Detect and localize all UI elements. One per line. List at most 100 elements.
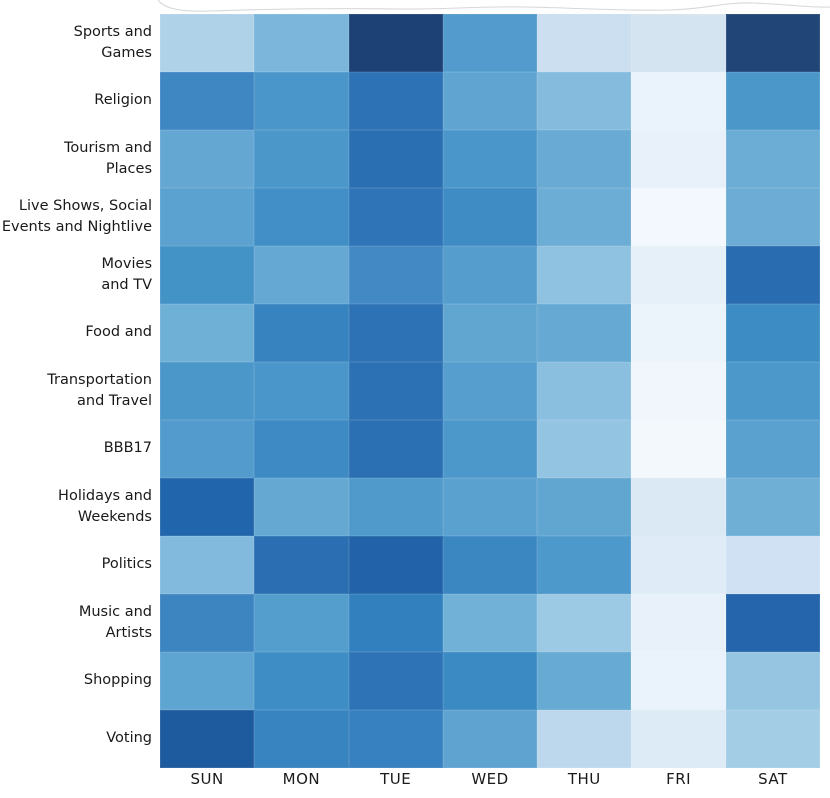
heatmap-grid	[160, 14, 820, 768]
heatmap-cell	[725, 304, 820, 362]
heatmap-cell	[254, 246, 349, 304]
heatmap-cell	[348, 594, 443, 652]
heatmap-cell	[631, 594, 726, 652]
heatmap-cell	[442, 652, 538, 710]
heatmap-cell	[537, 304, 632, 362]
heatmap-cell	[348, 72, 443, 130]
heatmap-cell	[254, 188, 349, 246]
heatmap-cell	[537, 130, 632, 188]
y-axis-label: Live Shows, Social Events and Nightlive	[1, 197, 152, 235]
heatmap-cell	[254, 594, 349, 652]
heatmap-cell	[537, 188, 632, 246]
heatmap-cell	[631, 14, 726, 72]
heatmap-cell	[348, 130, 443, 188]
heatmap-cell	[631, 246, 726, 304]
heatmap-cell	[442, 594, 538, 652]
heatmap-cell	[631, 536, 726, 594]
heatmap-cell	[254, 710, 349, 768]
heatmap-cell	[725, 420, 820, 478]
heatmap-cell	[537, 420, 632, 478]
heatmap-cell	[160, 304, 255, 362]
heatmap-cell	[348, 246, 443, 304]
heatmap-cell	[160, 710, 255, 768]
heatmap-cell	[254, 304, 349, 362]
heatmap-cell	[160, 536, 255, 594]
heatmap-cell	[160, 478, 255, 536]
heatmap-cell	[631, 362, 726, 420]
y-axis-label: Politics	[101, 556, 152, 573]
heatmap-cell	[348, 536, 443, 594]
heatmap-cell	[442, 72, 538, 130]
heatmap-cell	[160, 420, 255, 478]
y-axis-label: Holidays and Weekends	[58, 487, 152, 525]
heatmap-cell	[254, 536, 349, 594]
heatmap-cell	[537, 362, 632, 420]
y-axis-label: Movies and TV	[101, 255, 152, 293]
heatmap-cell	[725, 130, 820, 188]
heatmap-cell	[442, 14, 538, 72]
heatmap-cell	[631, 710, 726, 768]
y-axis-label: Tourism and Places	[63, 139, 152, 177]
heatmap-cell	[442, 130, 538, 188]
heatmap-cell	[725, 362, 820, 420]
x-axis-tick-label: MON	[282, 770, 321, 788]
y-axis-label: Religion	[94, 92, 152, 109]
heatmap-cell	[725, 594, 820, 652]
heatmap-cell	[631, 652, 726, 710]
heatmap-cell	[537, 14, 632, 72]
heatmap-cell	[631, 130, 726, 188]
heatmap-cell	[631, 478, 726, 536]
heatmap-cell	[160, 362, 255, 420]
heatmap-cell	[348, 188, 443, 246]
heatmap-cell	[442, 246, 538, 304]
heatmap-cell	[631, 304, 726, 362]
heatmap-cell	[254, 420, 349, 478]
heatmap-cell	[348, 420, 443, 478]
heatmap-cell	[254, 652, 349, 710]
heatmap-cell	[725, 14, 820, 72]
heatmap-cell	[348, 304, 443, 362]
x-axis-labels: SUN MON TUE WED THU FRI SAT	[160, 766, 820, 792]
heatmap-cell	[442, 478, 538, 536]
y-axis-label: BBB17	[103, 440, 152, 457]
heatmap-cell	[537, 72, 632, 130]
heatmap-cell	[537, 594, 632, 652]
heatmap-cell	[160, 594, 255, 652]
heatmap-cell	[537, 652, 632, 710]
heatmap-cell	[160, 72, 255, 130]
y-axis-label: Transportation and Travel	[47, 371, 152, 409]
heatmap-cell	[537, 478, 632, 536]
x-axis-tick-label: WED	[471, 770, 509, 788]
y-axis-label: Food and	[85, 324, 152, 341]
heatmap-cell	[631, 420, 726, 478]
heatmap-cell	[725, 246, 820, 304]
heatmap-cell	[442, 710, 538, 768]
heatmap-cell	[348, 478, 443, 536]
heatmap-cell	[537, 246, 632, 304]
heatmap-cell	[725, 652, 820, 710]
heatmap-cell	[442, 304, 538, 362]
y-axis-label: Music and Artists	[78, 603, 152, 641]
heatmap-cell	[254, 362, 349, 420]
top-edge-squiggle-artifact	[157, 0, 830, 12]
heatmap-cell	[725, 536, 820, 594]
heatmap-cell	[631, 188, 726, 246]
heatmap-cell	[442, 420, 538, 478]
heatmap-cell	[725, 710, 820, 768]
heatmap-cell	[254, 478, 349, 536]
y-axis-label: Voting	[106, 730, 152, 747]
heatmap-cell	[160, 188, 255, 246]
heatmap-cell	[160, 130, 255, 188]
heatmap-cell	[537, 710, 632, 768]
heatmap-cell	[725, 188, 820, 246]
heatmap-cell	[160, 652, 255, 710]
y-axis-label: Shopping	[83, 672, 152, 689]
heatmap-cell	[160, 14, 255, 72]
heatmap-cell	[725, 72, 820, 130]
heatmap-cell	[348, 652, 443, 710]
y-axis-labels: Sports and Games Religion Tourism and Plac…	[0, 14, 152, 768]
heatmap-cell	[725, 478, 820, 536]
heatmap-cell	[348, 710, 443, 768]
heatmap-cell	[254, 14, 349, 72]
